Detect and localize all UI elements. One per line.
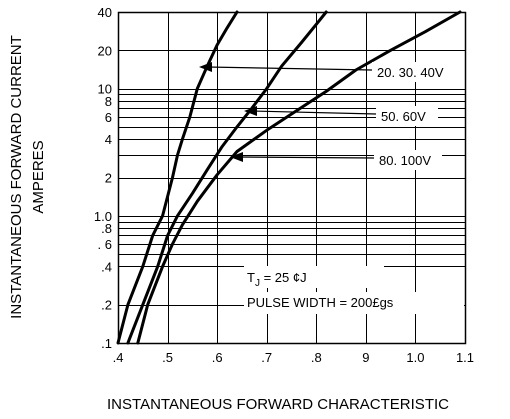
- x-tick-label-5: 9: [362, 350, 369, 365]
- y-tick-label-2: .4: [101, 259, 112, 274]
- y-tick-label-0: .1: [101, 336, 112, 351]
- x-axis-title: INSTANTANEOUS FORWARD CHARACTERISTIC: [107, 396, 449, 413]
- tj-subscript: J: [255, 278, 260, 289]
- pulse-label-background: [244, 292, 464, 314]
- arrowhead-1: [199, 62, 212, 72]
- series-label-1: 20. 30. 40V: [377, 65, 444, 80]
- series-label-3-background: [374, 150, 442, 170]
- tj-label: TJ = 25 ¢J: [247, 270, 307, 289]
- y-tick-label-6: 2: [105, 171, 112, 186]
- series-label-3: 80. 100V: [379, 153, 431, 168]
- y-tick-label-3: . 6: [98, 237, 112, 252]
- y-tick-label-4: .8: [101, 221, 112, 236]
- x-tick-label-2: .6: [212, 350, 223, 365]
- series-curve-1: [116, 10, 239, 345]
- series-label-2-background: [376, 106, 438, 126]
- x-tick-label-6: 1.0: [406, 350, 424, 365]
- y-tick-label-1: .2: [101, 298, 112, 313]
- y-tick-label-11: 20: [98, 43, 112, 58]
- series-label-1-background: [372, 62, 452, 82]
- curves: [116, 10, 462, 345]
- x-tick-label-3: .7: [261, 350, 272, 365]
- x-tick-label-4: .8: [311, 350, 322, 365]
- y-tick-label-9: 8: [105, 94, 112, 109]
- series-label-2: 50. 60V: [381, 109, 426, 124]
- pulse-width-label: PULSE WIDTH = 200£gs: [247, 295, 394, 310]
- arrowhead-3: [230, 152, 243, 162]
- tj-label-background: [244, 266, 384, 288]
- x-tick-label-7: 1.1: [456, 350, 474, 365]
- x-tick-label-0: .4: [113, 350, 124, 365]
- annotation-box-tj: TJ = 25 ¢J PULSE WIDTH = 200£gs: [244, 266, 464, 314]
- arrowhead-2: [244, 106, 257, 116]
- series-curve-2: [126, 10, 328, 345]
- x-tick-labels: .4 .5 .6 .7 .8 9 1.0 1.1: [113, 350, 474, 365]
- x-tick-label-1: .5: [162, 350, 173, 365]
- y-tick-label-12: 40: [98, 5, 112, 20]
- leader-line-2: [251, 110, 377, 115]
- series-labels: 20. 30. 40V 50. 60V 80. 100V: [199, 62, 452, 170]
- series-curve-3: [136, 10, 462, 345]
- plot-frame: [117, 11, 467, 345]
- y-axis-title-line-2: AMPERES: [30, 140, 47, 213]
- y-tick-label-5: 1.0: [94, 209, 112, 224]
- leader-line-1: [206, 66, 373, 71]
- leader-line-3: [237, 156, 375, 159]
- y-tick-label-8: 6: [105, 110, 112, 125]
- y-tick-label-7: 4: [105, 132, 112, 147]
- y-axis-title-line-1: INSTANTANEOUS FORWARD CURRENT: [8, 35, 25, 319]
- plot-border: [117, 11, 467, 345]
- y-tick-label-10: 10: [98, 82, 112, 97]
